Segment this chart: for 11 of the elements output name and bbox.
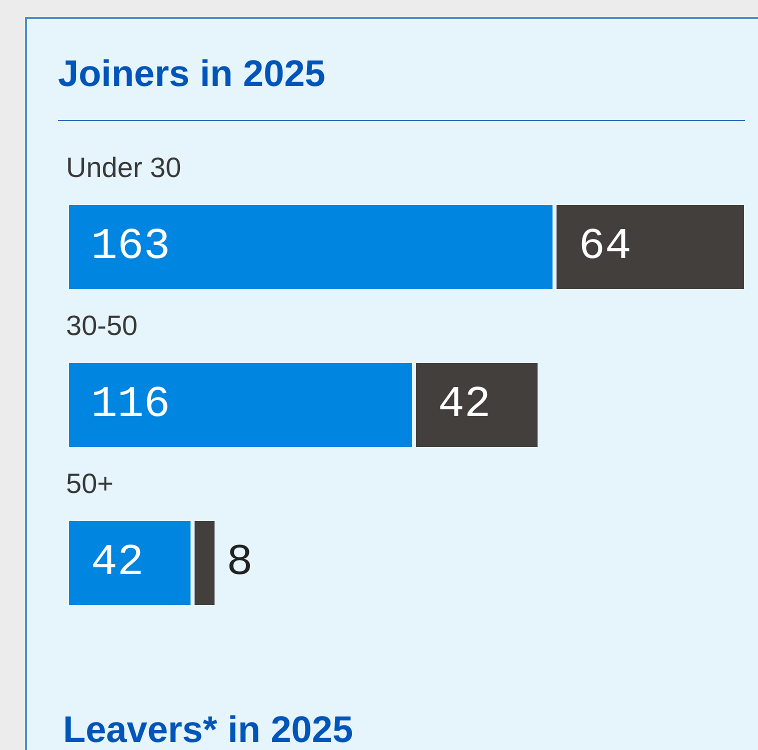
data-label: 163: [91, 222, 170, 272]
y-tick-label: 30-50: [66, 310, 138, 341]
text: Leavers* in 2025: [63, 708, 354, 750]
data-label: 64: [578, 222, 632, 272]
y-tick-label: 50+: [66, 468, 114, 499]
data-label: 42: [91, 538, 144, 588]
data-label: 8: [226, 538, 253, 588]
data-label: 42: [438, 380, 491, 430]
data-label: 116: [91, 380, 170, 430]
y-tick-label: Under 30: [66, 152, 182, 183]
chart-title: Joiners in 2025: [58, 52, 326, 96]
